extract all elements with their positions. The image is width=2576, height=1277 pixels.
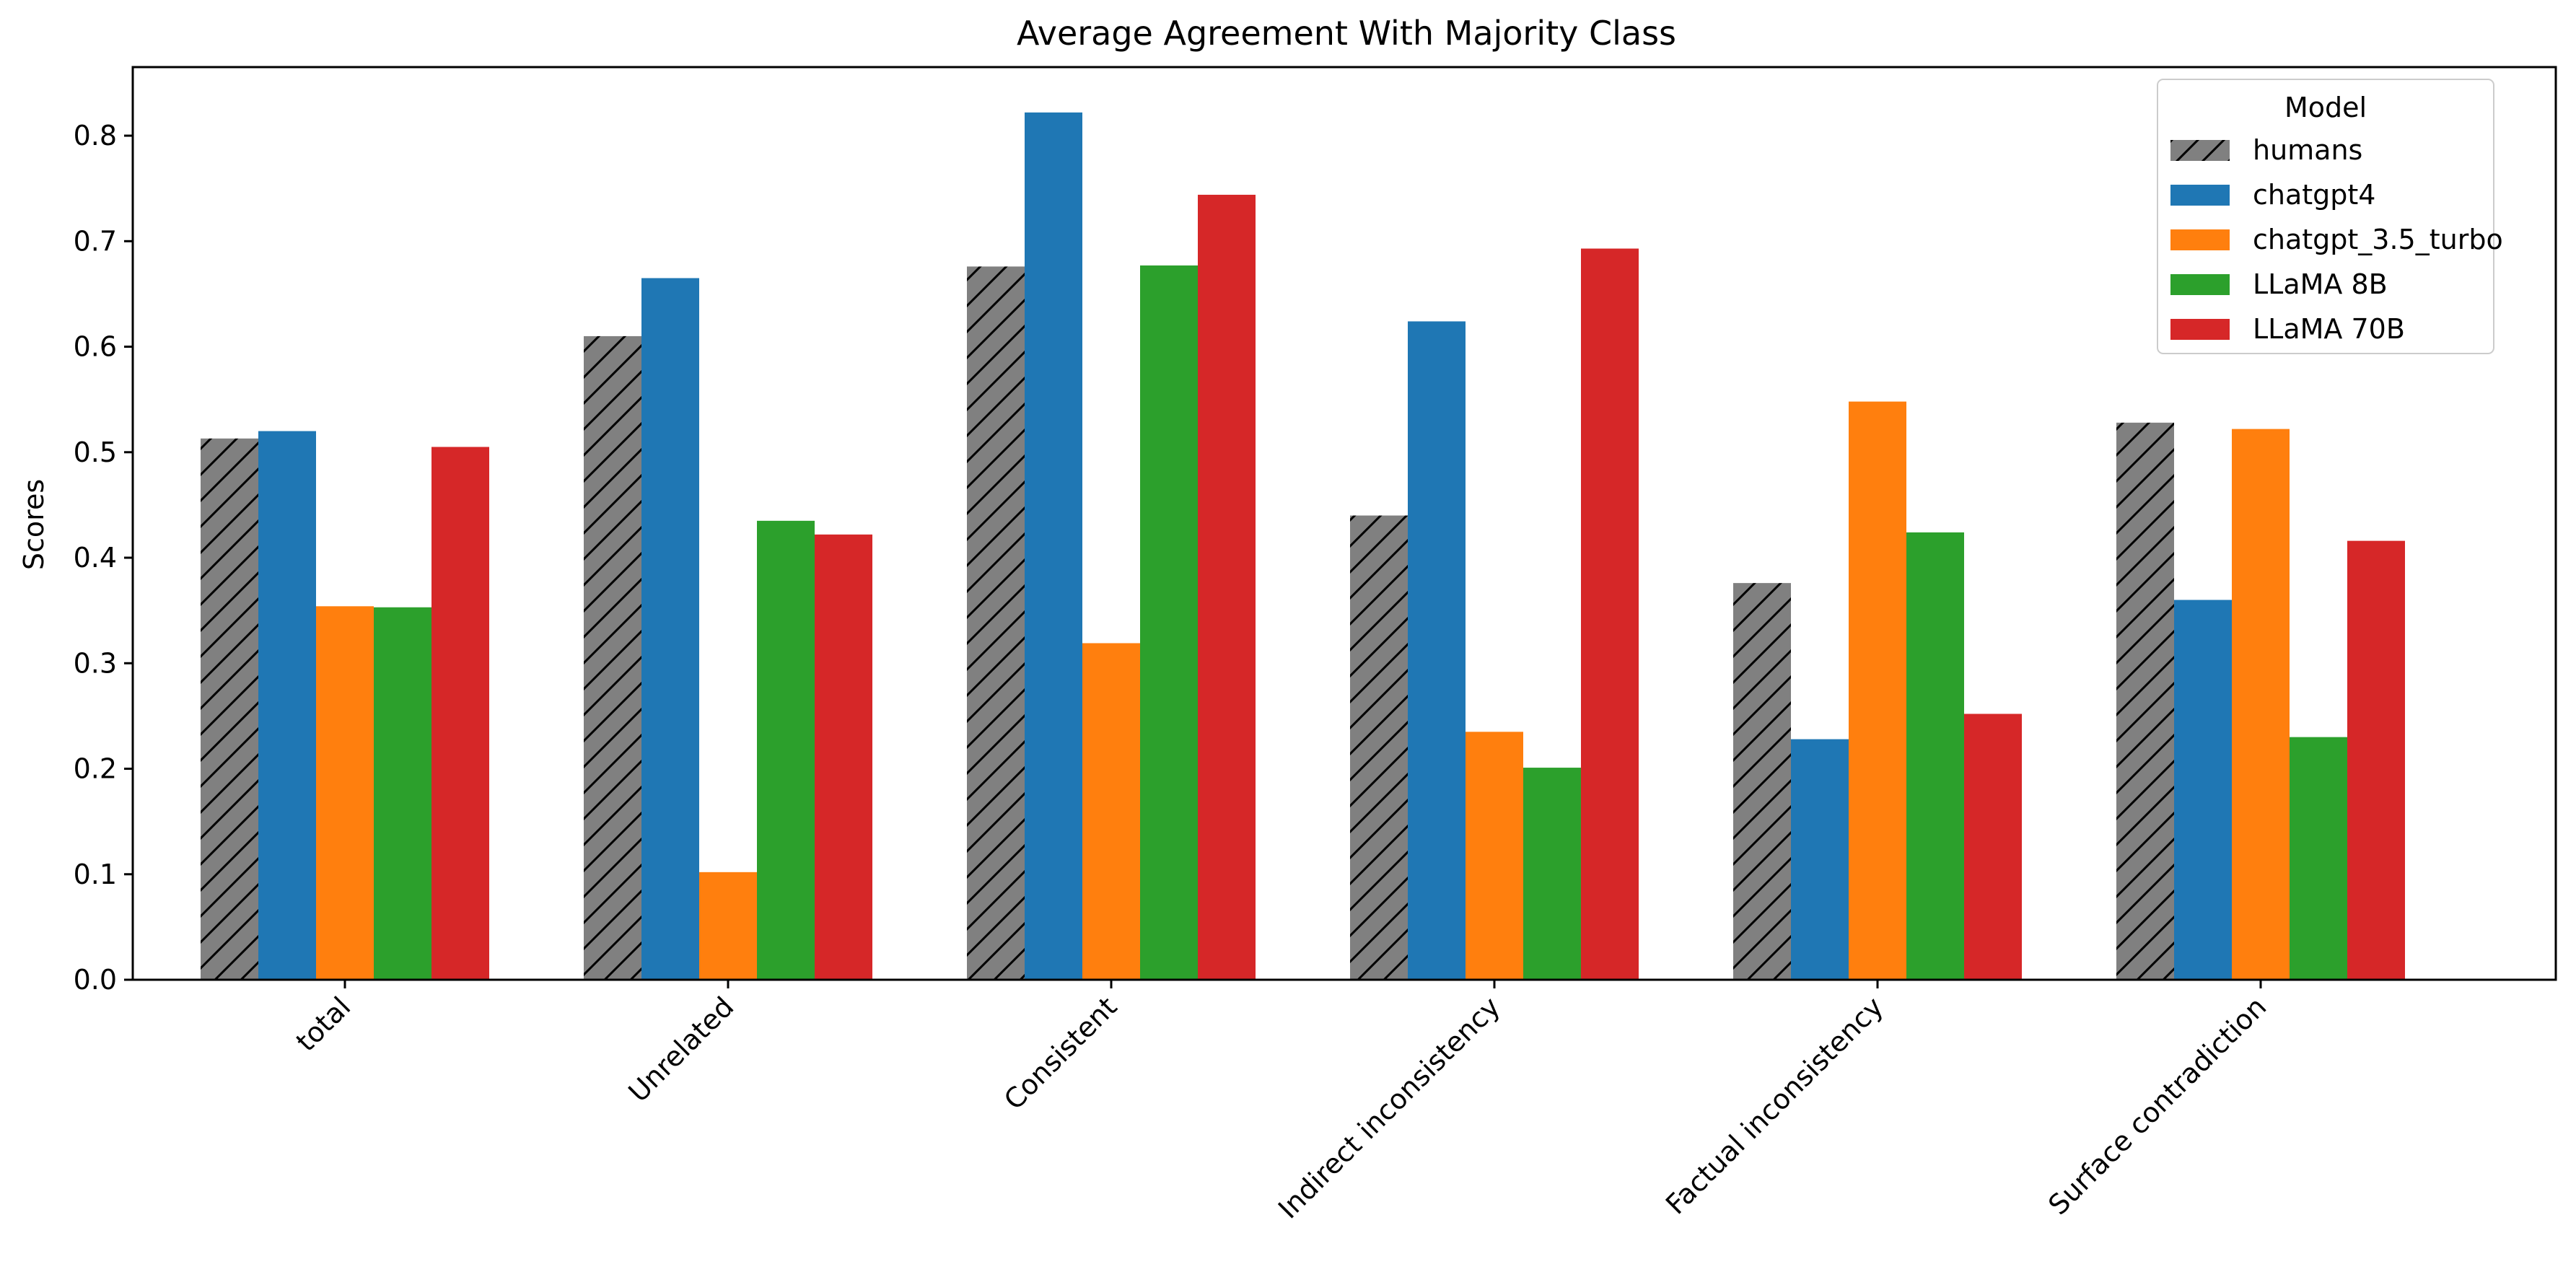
bar-llama-8b-surface-contradiction <box>2290 737 2347 980</box>
bar-llama-70b-indirect-inconsistency <box>1581 248 1639 980</box>
y-tick-label: 0.7 <box>74 225 117 257</box>
bar-llama-8b-consistent <box>1140 265 1198 980</box>
y-tick-label: 0.3 <box>74 647 117 679</box>
bar-llama-70b-factual-inconsistency <box>1964 714 2022 980</box>
bar-llama-70b-surface-contradiction <box>2347 540 2405 980</box>
bar-llama-8b-factual-inconsistency <box>1906 532 1964 980</box>
y-tick-label: 0.4 <box>74 542 117 574</box>
bar-chatgpt4-surface-contradiction <box>2174 600 2232 980</box>
legend-label-chatgpt-3-5-turbo: chatgpt_3.5_turbo <box>2253 224 2503 255</box>
legend-title: Model <box>2284 92 2367 123</box>
bars-layer <box>201 112 2405 980</box>
bar-llama-8b-indirect-inconsistency <box>1523 768 1581 980</box>
bar-chatgpt4-total <box>258 431 316 980</box>
bar-humans-consistent <box>967 266 1025 980</box>
bar-chatgpt4-consistent <box>1025 112 1082 980</box>
bar-chatgpt-3-5-turbo-unrelated <box>699 872 757 980</box>
y-tick-label: 0.6 <box>74 331 117 363</box>
bar-humans-total <box>201 438 258 980</box>
legend-label-llama-8b: LLaMA 8B <box>2253 268 2388 300</box>
y-axis-label: Scores <box>18 479 50 570</box>
bar-humans-factual-inconsistency <box>1733 583 1791 980</box>
bar-chatgpt-3-5-turbo-factual-inconsistency <box>1849 401 1906 980</box>
bar-chatgpt-3-5-turbo-surface-contradiction <box>2232 429 2290 980</box>
y-tick-label: 0.0 <box>74 964 117 996</box>
bar-humans-surface-contradiction <box>2116 422 2174 980</box>
legend: Model humans chatgpt4 chatgpt_3.5_turbo LLaM… <box>2157 79 2503 354</box>
y-tick-label: 0.1 <box>74 859 117 890</box>
bar-llama-8b-total <box>374 607 431 980</box>
bar-chatgpt-3-5-turbo-indirect-inconsistency <box>1466 732 1523 980</box>
legend-label-humans: humans <box>2253 134 2362 166</box>
y-tick-label: 0.2 <box>74 753 117 785</box>
bar-chatgpt4-factual-inconsistency <box>1791 739 1849 980</box>
bar-chatgpt4-unrelated <box>641 278 699 980</box>
bar-chatgpt-3-5-turbo-total <box>316 606 374 980</box>
legend-swatch-humans <box>2170 140 2230 161</box>
bar-chatgpt-3-5-turbo-consistent <box>1082 643 1140 980</box>
legend-swatch-chatgpt4 <box>2170 185 2230 206</box>
bar-llama-70b-unrelated <box>815 534 872 980</box>
legend-box <box>2157 79 2494 354</box>
y-tick-label: 0.8 <box>74 120 117 152</box>
plot-frame <box>131 66 2557 981</box>
legend-label-chatgpt4: chatgpt4 <box>2253 179 2375 211</box>
y-tick-label: 0.5 <box>74 436 117 468</box>
chart-title: Average Agreement With Majority Class <box>1017 14 1676 53</box>
bar-humans-indirect-inconsistency <box>1350 515 1408 980</box>
legend-label-llama-70b: LLaMA 70B <box>2253 313 2405 345</box>
legend-swatch-llama-70b <box>2170 319 2230 340</box>
bar-chatgpt4-indirect-inconsistency <box>1408 321 1466 980</box>
bar-llama-8b-unrelated <box>757 520 815 980</box>
legend-swatch-chatgpt-3-5-turbo <box>2170 229 2230 250</box>
legend-swatch-llama-8b <box>2170 274 2230 295</box>
bar-llama-70b-total <box>431 447 489 980</box>
bar-humans-unrelated <box>584 335 641 980</box>
bar-llama-70b-consistent <box>1198 194 1256 980</box>
